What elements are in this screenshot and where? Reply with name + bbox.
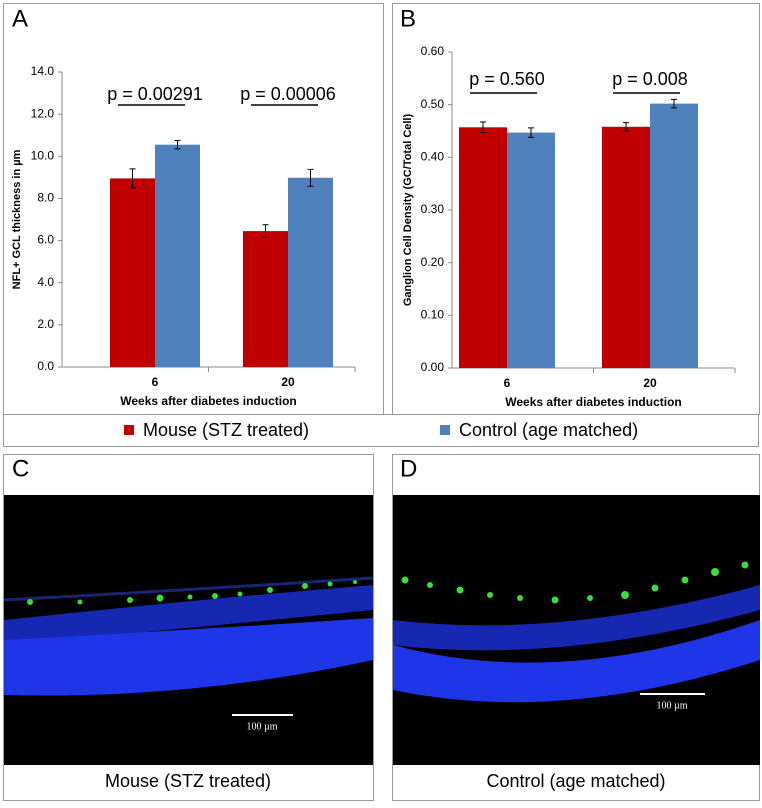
legend-label: Control (age matched) bbox=[459, 420, 638, 440]
cell-layer bbox=[4, 585, 373, 645]
legend-swatch bbox=[440, 425, 450, 435]
panel-frame bbox=[3, 454, 374, 801]
error-bar bbox=[174, 139, 181, 150]
micrograph: 100 µm D Control (age matched) bbox=[393, 455, 760, 791]
y-tick-label: 8.0 bbox=[37, 191, 54, 205]
y-tick-label: 0.20 bbox=[421, 255, 445, 269]
panel-letter: A bbox=[12, 5, 28, 32]
y-tick-label: 0.10 bbox=[421, 308, 445, 322]
x-tick-label: 6 bbox=[504, 376, 511, 390]
cell-layer bbox=[393, 620, 760, 703]
y-tick-label: 0.0 bbox=[37, 359, 54, 373]
error-bar bbox=[528, 127, 534, 138]
y-axis-label: Ganglion Cell Density (GC/Total Cell) bbox=[402, 114, 414, 307]
y-tick-label: 6.0 bbox=[37, 233, 54, 247]
annotation: p = 0.008 bbox=[612, 69, 688, 89]
cell-layer bbox=[3, 576, 374, 602]
scale-bar-label: 100 µm bbox=[656, 700, 687, 711]
y-tick-label: 0.30 bbox=[421, 202, 445, 216]
error-bar bbox=[671, 98, 677, 109]
panel-letter: B bbox=[400, 5, 416, 32]
y-tick-label: 12.0 bbox=[31, 106, 55, 120]
cell-layer bbox=[4, 618, 373, 696]
y-tick-label: 0.00 bbox=[421, 360, 445, 374]
micrograph: 100 µm C Mouse (STZ treated) bbox=[3, 455, 374, 791]
annotation: p = 0.00006 bbox=[240, 84, 336, 104]
bar bbox=[650, 103, 698, 368]
y-tick-label: 0.60 bbox=[421, 44, 445, 58]
y-axis-label: NFL+ GCL thickness in µm bbox=[11, 149, 23, 289]
y-tick-label: 2.0 bbox=[37, 317, 54, 331]
panel-frame bbox=[392, 3, 760, 415]
x-axis-label: Weeks after diabetes induction bbox=[120, 394, 297, 408]
error-bar bbox=[262, 224, 269, 238]
ganglion-cells bbox=[27, 580, 357, 605]
error-bar bbox=[307, 168, 314, 187]
bar bbox=[110, 178, 155, 367]
bar bbox=[288, 177, 333, 367]
panel-letter: C bbox=[12, 455, 29, 482]
y-tick-label: 10.0 bbox=[31, 148, 55, 162]
y-tick-label: 4.0 bbox=[37, 275, 54, 289]
x-tick-label: 20 bbox=[643, 376, 657, 390]
bar bbox=[459, 127, 507, 369]
error-bar bbox=[129, 168, 136, 189]
x-axis-label: Weeks after diabetes induction bbox=[505, 395, 682, 409]
ganglion-cells bbox=[401, 561, 749, 604]
y-tick-label: 0.50 bbox=[421, 97, 445, 111]
legend: Mouse (STZ treated) Control (age matched… bbox=[124, 420, 638, 440]
cell-layer bbox=[393, 585, 760, 651]
bar bbox=[243, 231, 288, 367]
image-caption: Mouse (STZ treated) bbox=[105, 771, 271, 791]
error-bar bbox=[480, 121, 486, 134]
legend-swatch bbox=[124, 425, 134, 435]
annotation: p = 0.00291 bbox=[107, 84, 203, 104]
panel-letter: D bbox=[400, 455, 417, 482]
bar bbox=[507, 132, 555, 368]
y-tick-label: 0.40 bbox=[421, 150, 445, 164]
x-tick-label: 6 bbox=[152, 375, 159, 389]
image-caption: Control (age matched) bbox=[486, 771, 665, 791]
legend-label: Mouse (STZ treated) bbox=[143, 420, 309, 440]
scale-bar-label: 100 µm bbox=[246, 721, 277, 732]
y-tick-label: 14.0 bbox=[31, 64, 55, 78]
legend-frame bbox=[3, 414, 759, 447]
bar bbox=[155, 144, 200, 367]
error-bar bbox=[623, 122, 629, 132]
annotation: p = 0.560 bbox=[469, 69, 545, 89]
x-tick-label: 20 bbox=[281, 375, 295, 389]
bar bbox=[602, 126, 650, 368]
